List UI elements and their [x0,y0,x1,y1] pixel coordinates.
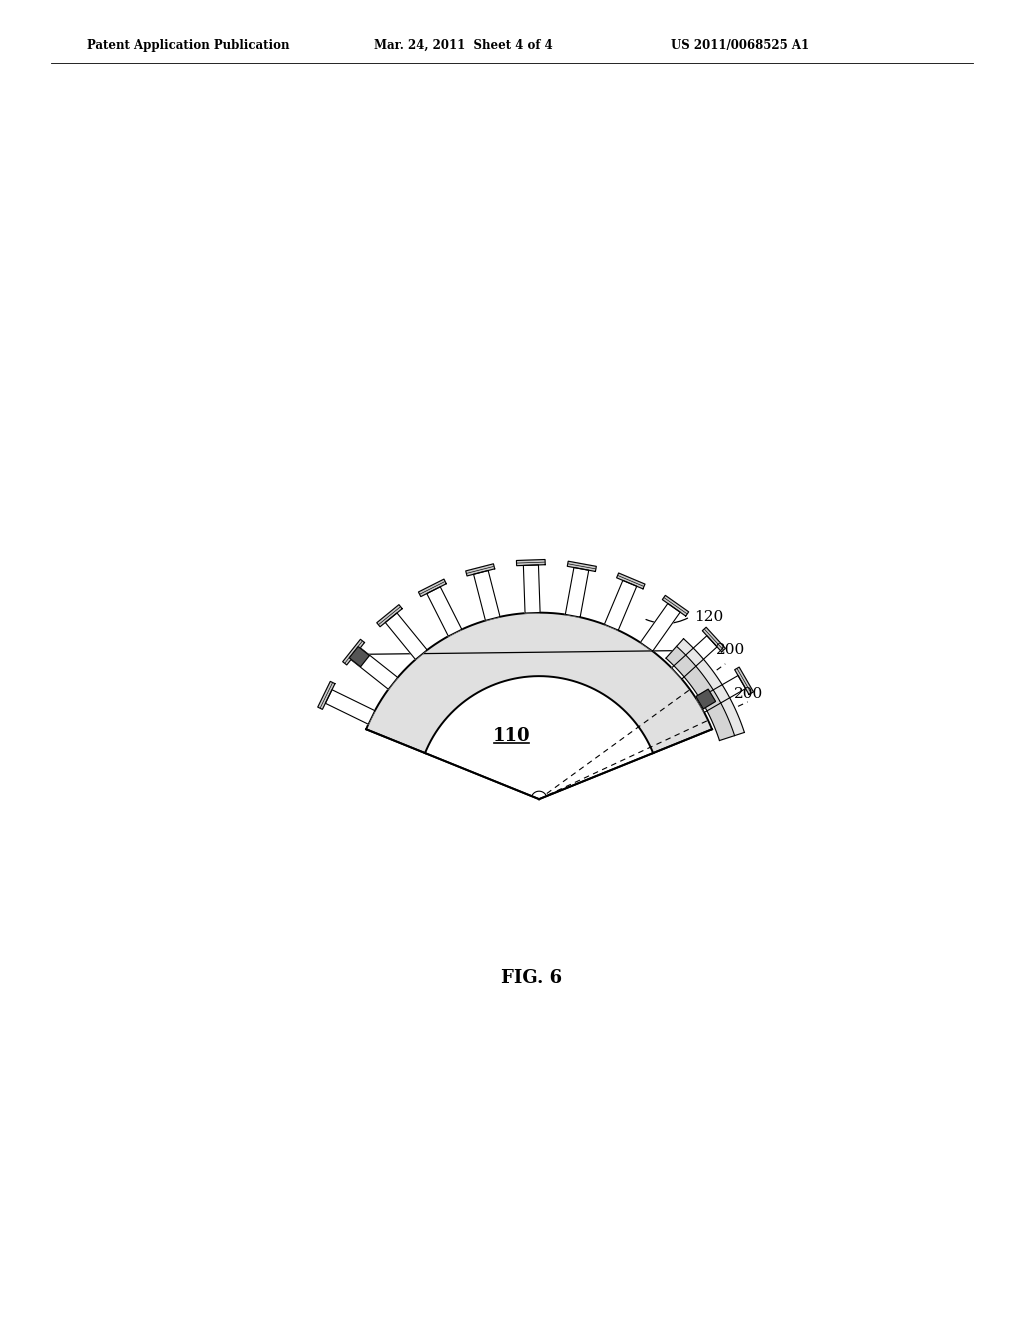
Text: 200: 200 [716,643,745,657]
Text: 120: 120 [694,610,723,624]
Polygon shape [672,636,717,678]
Polygon shape [734,667,754,694]
Polygon shape [516,560,545,566]
Polygon shape [317,681,335,709]
Polygon shape [326,690,375,725]
Polygon shape [604,581,637,630]
Polygon shape [616,573,645,589]
Text: US 2011/0068525 A1: US 2011/0068525 A1 [671,38,809,51]
Polygon shape [565,568,589,616]
Polygon shape [385,612,427,660]
Polygon shape [696,689,716,709]
Polygon shape [523,565,540,612]
Polygon shape [677,639,744,735]
Text: FIG. 6: FIG. 6 [501,969,562,986]
Polygon shape [663,595,689,616]
Text: Mar. 24, 2011  Sheet 4 of 4: Mar. 24, 2011 Sheet 4 of 4 [374,38,553,51]
Polygon shape [666,647,734,741]
Polygon shape [696,676,745,713]
Polygon shape [367,612,712,752]
Polygon shape [419,579,446,597]
Polygon shape [567,561,596,572]
Polygon shape [343,639,365,665]
Text: 200: 200 [734,686,763,701]
Text: 110: 110 [493,726,530,744]
Polygon shape [349,647,370,667]
Text: Patent Application Publication: Patent Application Publication [87,38,290,51]
Polygon shape [640,603,680,651]
Polygon shape [466,564,495,576]
Polygon shape [702,627,725,652]
Polygon shape [351,648,397,689]
Polygon shape [377,605,402,627]
Polygon shape [427,587,462,636]
Polygon shape [473,570,500,620]
